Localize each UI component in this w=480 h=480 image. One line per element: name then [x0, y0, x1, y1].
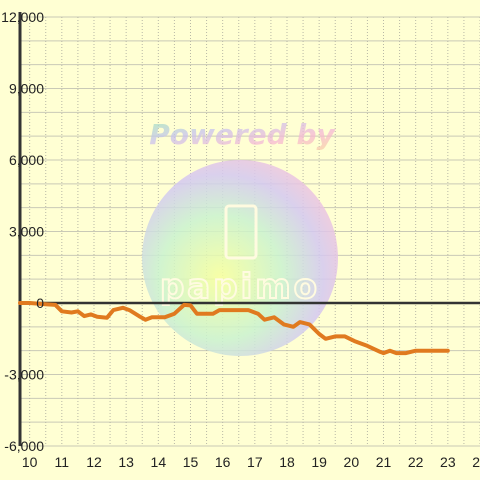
x-tick-label: 21: [376, 454, 392, 470]
x-tick-label: 18: [279, 454, 295, 470]
x-tick-label: 10: [22, 454, 38, 470]
x-tick-label: 19: [311, 454, 327, 470]
x-tick-label: 23: [440, 454, 456, 470]
phone-icon: [224, 204, 258, 260]
y-tick-label: -6,000: [4, 438, 44, 454]
y-tick-label: 9,000: [9, 81, 44, 97]
y-tick-label: 3,000: [9, 224, 44, 240]
x-tick-label: 20: [344, 454, 360, 470]
x-tick-label: 13: [118, 454, 134, 470]
tick-labels: -6,000 -3,000 0 3,000 6,000 9,000 12,000 10 11 12…: [1, 9, 480, 470]
x-tick-label: 11: [55, 454, 70, 470]
x-tick-label: 16: [215, 454, 231, 470]
watermark: Powered by papimo: [142, 118, 338, 356]
series-line: [18, 301, 450, 356]
series-layer: [18, 301, 450, 356]
x-tick-label: 22: [408, 454, 424, 470]
x-tick-label: 24: [472, 454, 480, 470]
y-tick-label: 12,000: [1, 9, 44, 25]
y-tick-label: -3,000: [4, 367, 44, 383]
y-tick-label: 0: [36, 295, 44, 311]
watermark-text: Powered by: [149, 118, 336, 151]
grid: [20, 16, 480, 447]
y-tick-label: 6,000: [9, 152, 44, 168]
axes: [18, 12, 480, 446]
x-tick-label: 12: [86, 454, 102, 470]
x-tick-label: 14: [151, 454, 167, 470]
x-tick-label: 17: [247, 454, 263, 470]
x-tick-label: 15: [183, 454, 199, 470]
watermark-logo: papimo: [160, 267, 320, 307]
